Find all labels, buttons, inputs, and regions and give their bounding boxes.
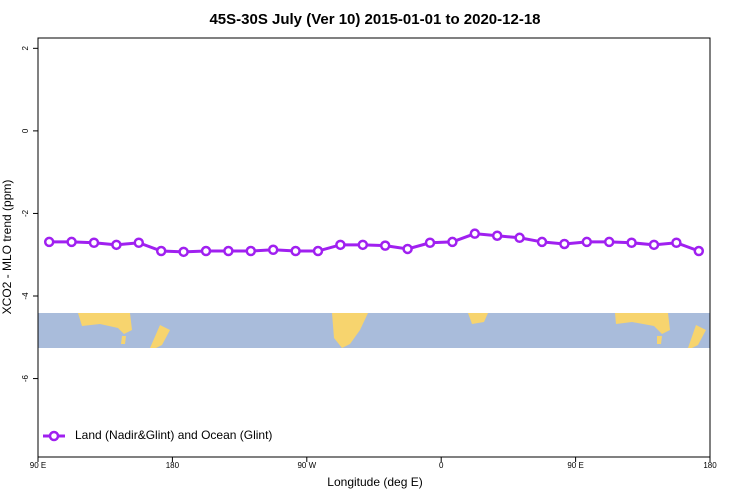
data-point: [155, 245, 167, 257]
x-tick-label: 90 E: [567, 461, 583, 470]
data-point: [603, 236, 615, 248]
data-point: [267, 244, 279, 256]
x-tick-label: 0: [439, 461, 444, 470]
data-point: [581, 236, 593, 248]
x-tick-label: 180: [703, 461, 717, 470]
y-tick-label: -6: [21, 374, 30, 382]
data-point: [66, 236, 77, 248]
data-point: [402, 243, 413, 255]
legend-marker: [48, 430, 60, 442]
map-strip: [38, 313, 710, 348]
data-point: [200, 245, 212, 257]
x-tick-label: 90 W: [297, 461, 316, 470]
data-point: [178, 246, 189, 258]
data-point: [379, 240, 391, 251]
plot-frame: [37, 37, 711, 458]
data-point: [88, 237, 100, 249]
data-point: [424, 237, 436, 249]
y-tick-label: 2: [21, 46, 30, 51]
x-tick-label: 90 E: [30, 461, 46, 470]
data-point: [447, 236, 458, 248]
data-point: [693, 245, 705, 257]
data-point: [223, 245, 234, 257]
data-point: [491, 230, 503, 241]
data-point: [514, 232, 525, 244]
data-point: [312, 245, 324, 257]
data-point: [648, 239, 660, 251]
data-point: [536, 236, 548, 248]
series-line: [49, 232, 700, 254]
data-point: [111, 239, 122, 251]
x-axis-label: Longitude (deg E): [327, 475, 422, 489]
data-point: [626, 237, 637, 249]
y-tick-label: 0: [21, 128, 30, 133]
data-point: [290, 245, 301, 257]
data-point: [43, 236, 55, 248]
data-point: [133, 237, 145, 249]
data-point: [671, 237, 682, 249]
data-point: [335, 239, 346, 251]
data-point: [245, 245, 257, 257]
data-point: [357, 239, 369, 251]
y-axis-label: XCO2 - MLO trend (ppm): [0, 180, 14, 315]
data-point: [469, 228, 481, 239]
legend-label: Land (Nadir&Glint) and Ocean (Glint): [75, 428, 272, 442]
data-point: [559, 238, 570, 250]
y-tick-label: -4: [21, 292, 30, 300]
x-tick-label: 180: [166, 461, 180, 470]
chart-title: 45S-30S July (Ver 10) 2015-01-01 to 2020…: [209, 11, 540, 28]
y-tick-label: -2: [21, 209, 30, 217]
